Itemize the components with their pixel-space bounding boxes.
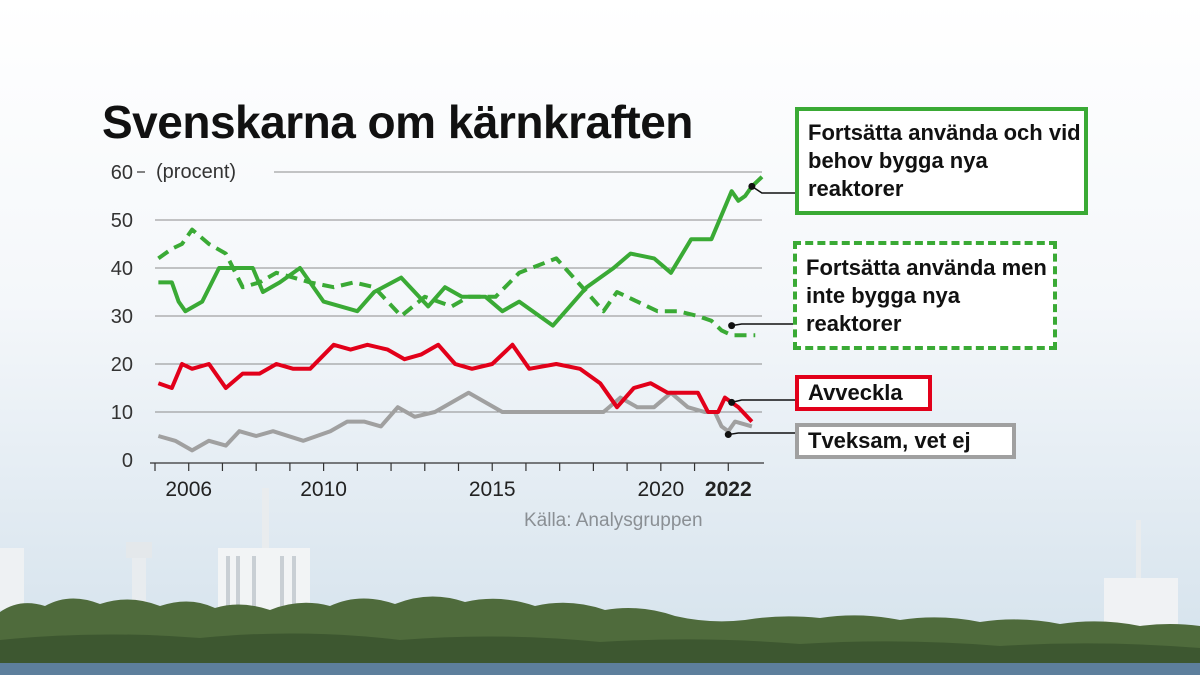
legend-phase-out: Avveckla — [795, 375, 932, 411]
series-line — [157, 227, 756, 338]
y-axis-label: (procent) — [156, 161, 236, 183]
series-line — [158, 175, 764, 328]
connector-line — [751, 185, 795, 194]
legend-keep-and-build: Fortsätta använda och vid behov bygga ny… — [795, 107, 1088, 215]
grid-lines — [155, 171, 762, 413]
legend-unsure-label: Tveksam, vet ej — [808, 428, 971, 453]
y-tick-label: 30 — [111, 306, 133, 328]
connector-line — [728, 432, 795, 436]
y-axis-ticks: 0 10 20 30 40 50 60 — [111, 162, 145, 472]
series-lines — [157, 175, 764, 453]
legend-keep-and-build-label: Fortsätta använda och vid behov bygga ny… — [808, 120, 1081, 201]
y-tick-label: 0 — [122, 450, 133, 472]
legend-keep-not-build: Fortsätta använda men inte bygga nya rea… — [793, 241, 1057, 350]
x-tick-label: 2020 — [637, 478, 684, 501]
legend-connectors — [724, 182, 795, 439]
y-tick-label: 60 — [111, 162, 133, 184]
legend-phase-out-label: Avveckla — [808, 380, 903, 405]
power-plant-right — [1104, 520, 1178, 628]
connector-line — [731, 399, 795, 404]
y-tick-label: 10 — [111, 402, 133, 424]
legend-unsure: Tveksam, vet ej — [795, 423, 1016, 459]
connector-line — [731, 323, 793, 327]
legend-keep-not-build-label: Fortsätta använda men inte bygga nya rea… — [806, 255, 1047, 336]
series-line — [157, 342, 754, 423]
y-tick-label: 20 — [111, 354, 133, 376]
x-tick-label: 2006 — [165, 478, 212, 501]
water — [0, 663, 1200, 675]
series-line — [157, 390, 753, 453]
y-tick-label: 50 — [111, 210, 133, 232]
source-note: Källa: Analysgruppen — [524, 510, 703, 531]
x-tick-label: 2022 — [705, 478, 752, 501]
y-tick-label: 40 — [111, 258, 133, 280]
x-tick-label: 2010 — [300, 478, 347, 501]
x-axis: 2006 2010 2015 2020 2022 — [150, 462, 764, 501]
chart-title: Svenskarna om kärnkraften — [102, 96, 693, 148]
x-tick-label: 2015 — [469, 478, 516, 501]
